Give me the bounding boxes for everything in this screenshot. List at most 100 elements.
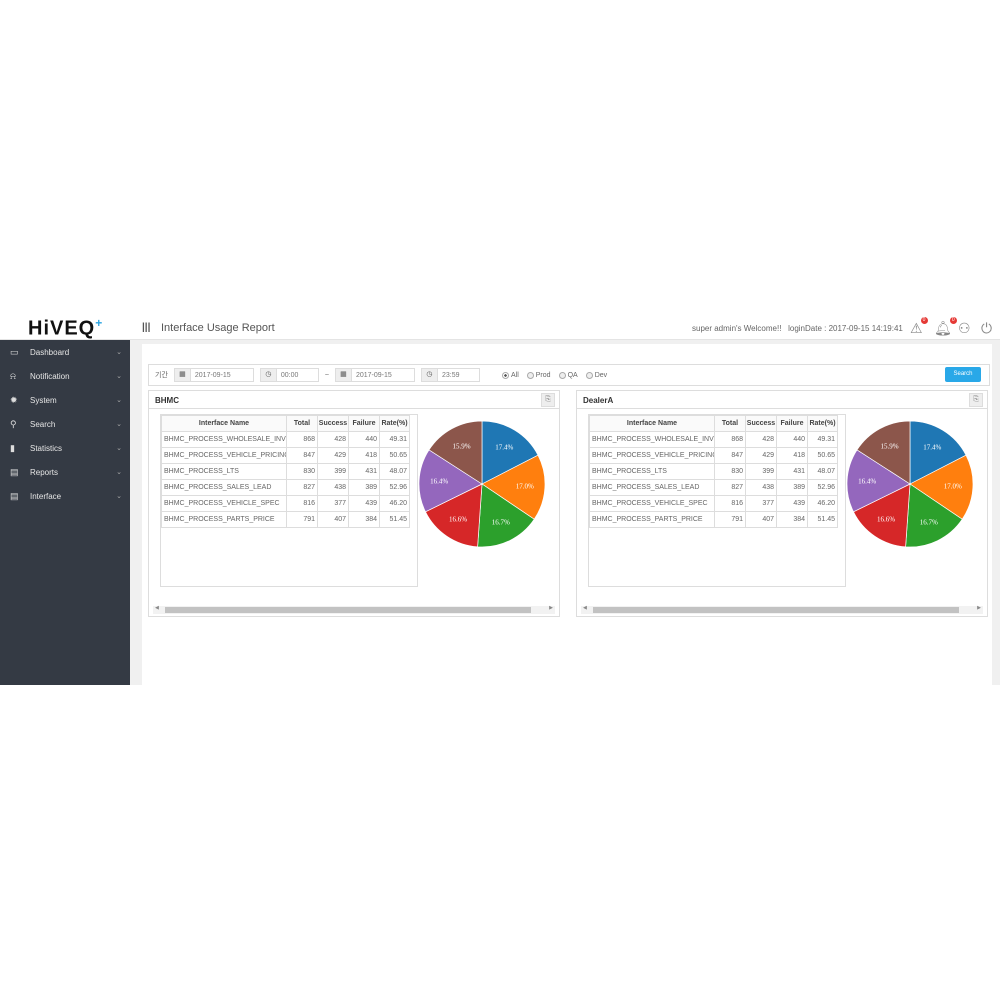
table-cell: 439 (776, 495, 808, 512)
export-icon[interactable]: ⎘ (541, 393, 555, 407)
sidebar-item-interface[interactable]: ▤ Interface ⌄ (0, 484, 130, 508)
table-cell: 46.20 (379, 495, 410, 512)
table-cell: 429 (745, 447, 777, 464)
pie-slice[interactable] (846, 449, 911, 513)
table-cell: 431 (776, 463, 808, 480)
sidebar-item-system[interactable]: ✹ System ⌄ (0, 388, 130, 412)
pie-slice[interactable] (428, 420, 483, 485)
column-header[interactable]: Failure (776, 415, 808, 432)
radio-button[interactable] (526, 371, 534, 379)
pie-slice-label: 15.9% (452, 442, 470, 450)
sidebar-item-reports[interactable]: ▤ Reports ⌄ (0, 460, 130, 484)
radio-qa[interactable]: QA (558, 371, 578, 379)
logo[interactable]: HiVEQ+ (28, 316, 104, 340)
sidebar-item-label: Statistics (30, 443, 63, 453)
table-row[interactable]: BHMC_PROCESS_VEHICLE_PRICING 847 429 418 50.… (589, 447, 838, 464)
table-row[interactable]: BHMC_PROCESS_VEHICLE_SPEC 816 377 439 46.20 (161, 495, 410, 512)
sidebar-item-notification[interactable]: ⍾ Notification ⌄ (0, 364, 130, 388)
radio-button[interactable] (501, 371, 509, 379)
bell-icon[interactable]: 🔔︎ 0 (934, 317, 957, 337)
table-row[interactable]: BHMC_PROCESS_PARTS_PRICE 791 407 384 51.45 (161, 511, 410, 528)
export-icon[interactable]: ⎘ (969, 393, 983, 407)
column-header[interactable]: Interface Name (161, 415, 287, 432)
table-cell: 816 (714, 495, 746, 512)
search-button[interactable]: Search (945, 367, 981, 382)
table-row[interactable]: BHMC_PROCESS_SALES_LEAD 827 438 389 52.96 (161, 479, 410, 496)
column-header[interactable]: Failure (348, 415, 380, 432)
end-time-input[interactable]: ◷ 23:59 (420, 368, 480, 382)
pie-slice[interactable] (905, 483, 963, 548)
pie-slice[interactable] (481, 454, 546, 520)
column-header[interactable]: Rate(%) (379, 415, 410, 432)
pie-slice-label: 16.4% (858, 478, 876, 486)
scroll-left-icon[interactable]: ◀ (583, 605, 587, 611)
table-cell: 50.65 (379, 447, 410, 464)
table-cell: 428 (317, 431, 349, 448)
pie-slice[interactable] (856, 420, 911, 485)
sidebar-item-label: System (30, 395, 57, 405)
table-cell: 49.31 (379, 431, 410, 448)
alert-badge: 0 (920, 317, 928, 324)
column-header[interactable]: Total (714, 415, 746, 432)
period-label: 기간 (155, 372, 168, 379)
table-cell: 827 (714, 479, 746, 496)
column-header[interactable]: Rate(%) (807, 415, 838, 432)
usage-table: Interface Name Total Success Failure Rate(%)… (589, 415, 838, 528)
table-cell: 51.45 (807, 511, 838, 528)
start-time-input[interactable]: ◷ 00:00 (259, 368, 319, 382)
gear-icon: ✹ (10, 394, 18, 405)
table-cell: 791 (714, 511, 746, 528)
start-date-input[interactable]: ▦ 2017-09-15 (173, 368, 254, 382)
table-row[interactable]: BHMC_PROCESS_VEHICLE_PRICING 847 429 418 50.… (161, 447, 410, 464)
table-row[interactable]: BHMC_PROCESS_LTS 830 399 431 48.07 (589, 463, 838, 480)
power-icon[interactable]: ⏻ (981, 320, 993, 336)
scroll-left-icon[interactable]: ◀ (155, 605, 159, 611)
sidebar-item-statistics[interactable]: ▮ Statistics ⌄ (0, 436, 130, 460)
radio-button[interactable] (585, 371, 593, 379)
sidebar-item-search[interactable]: ⚲ Search ⌄ (0, 412, 130, 436)
pie-slice[interactable] (425, 483, 483, 548)
radio-prod[interactable]: Prod (526, 371, 551, 379)
pie-slice[interactable] (909, 420, 967, 485)
table-cell: 791 (286, 511, 318, 528)
table-row[interactable]: BHMC_PROCESS_PARTS_PRICE 791 407 384 51.45 (589, 511, 838, 528)
alert-icon[interactable]: ⚠ 0 (910, 317, 928, 337)
top-bar: HiVEQ+ ||| Interface Usage Report super … (0, 313, 1000, 340)
table-row[interactable]: BHMC_PROCESS_LTS 830 399 431 48.07 (161, 463, 410, 480)
table-cell: 377 (745, 495, 777, 512)
radio-dev[interactable]: Dev (585, 371, 607, 379)
pie-slice[interactable] (481, 420, 539, 485)
scroll-right-icon[interactable]: ▶ (549, 605, 553, 611)
table-row[interactable]: BHMC_PROCESS_VEHICLE_SPEC 816 377 439 46.20 (589, 495, 838, 512)
radio-all[interactable]: All (501, 371, 519, 379)
menu-icon[interactable]: ||| (142, 322, 151, 333)
table-cell: 384 (776, 511, 808, 528)
table-container: Interface Name Total Success Failure Rate(%)… (588, 414, 846, 587)
user-icon[interactable]: ⚇ (958, 320, 971, 336)
column-header[interactable]: Total (286, 415, 318, 432)
column-header[interactable]: Success (745, 415, 777, 432)
table-row[interactable]: BHMC_PROCESS_WHOLESALE_INVC 868 428 440 49.3… (589, 431, 838, 448)
scroll-right-icon[interactable]: ▶ (977, 605, 981, 611)
pie-slice[interactable] (418, 449, 483, 513)
radio-button[interactable] (558, 371, 566, 379)
file-icon: ▤ (10, 466, 19, 477)
scrollbar-thumb[interactable] (593, 607, 959, 613)
table-header: Interface Name Total Success Failure Rate(%) (161, 415, 410, 432)
table-cell: 428 (745, 431, 777, 448)
column-header[interactable]: Interface Name (589, 415, 715, 432)
table-row[interactable]: BHMC_PROCESS_WHOLESALE_INVC 868 428 440 49.3… (161, 431, 410, 448)
scrollbar-thumb[interactable] (165, 607, 531, 613)
pie-slice[interactable] (909, 454, 974, 520)
sidebar-item-label: Reports (30, 467, 59, 477)
horizontal-scrollbar[interactable]: ◀ ▶ (581, 605, 983, 614)
horizontal-scrollbar[interactable]: ◀ ▶ (153, 605, 555, 614)
pie-slice[interactable] (477, 483, 535, 548)
table-cell: 816 (286, 495, 318, 512)
end-date-input[interactable]: ▦ 2017-09-15 (334, 368, 415, 382)
sidebar-item-dashboard[interactable]: ▭ Dashboard ⌄ (0, 340, 130, 364)
app: HiVEQ+ ||| Interface Usage Report super … (0, 313, 1000, 685)
pie-slice[interactable] (853, 483, 911, 548)
column-header[interactable]: Success (317, 415, 349, 432)
table-row[interactable]: BHMC_PROCESS_SALES_LEAD 827 438 389 52.96 (589, 479, 838, 496)
